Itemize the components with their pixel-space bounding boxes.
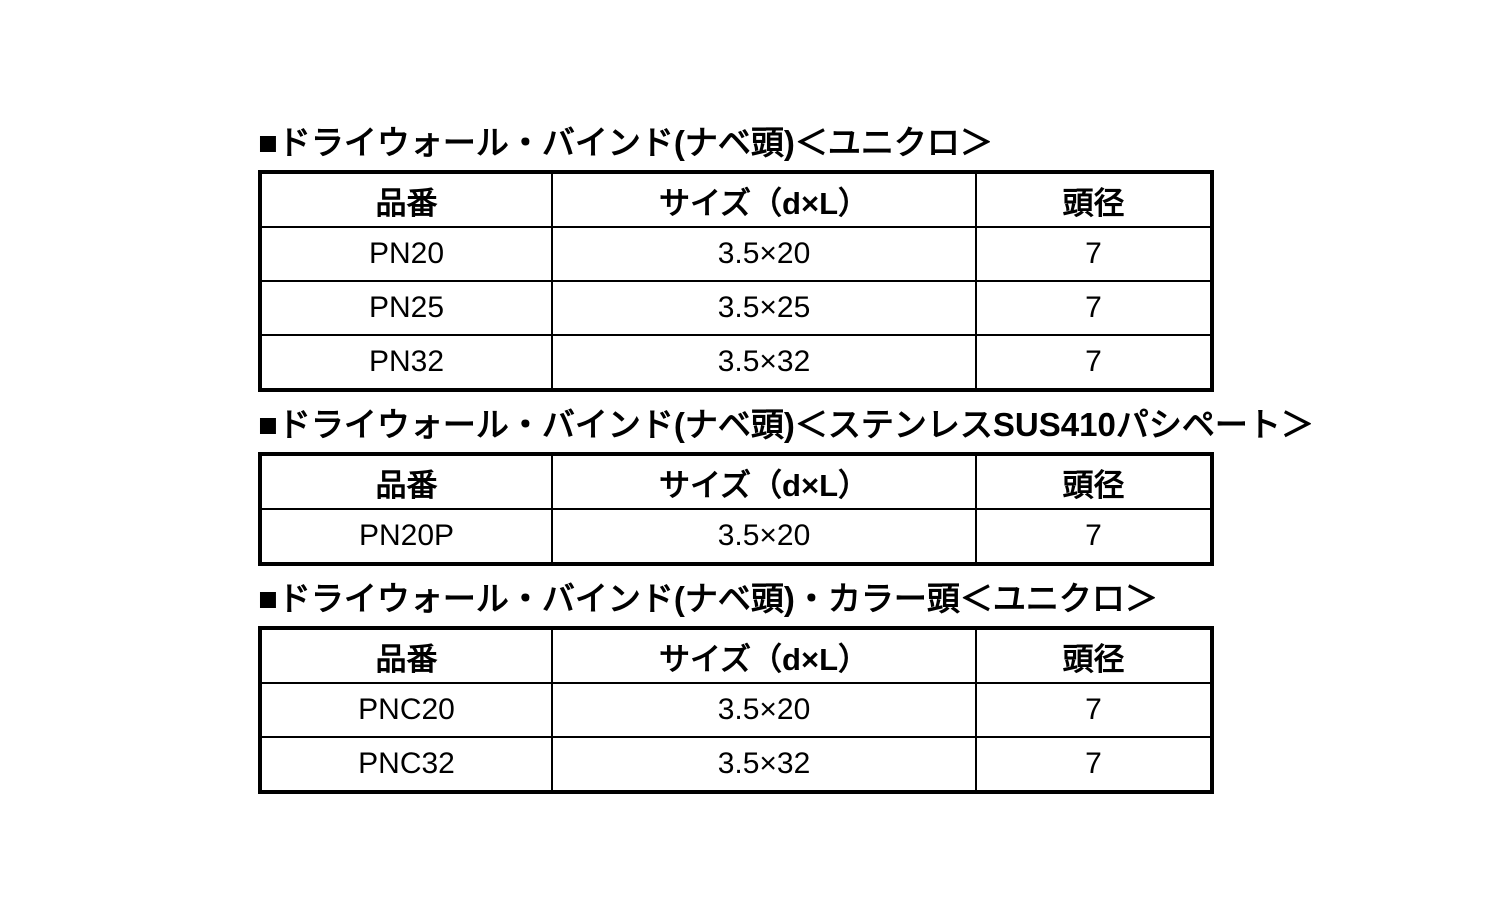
table-row: PNC20 3.5×20 7 — [259, 682, 1213, 738]
catalog-content: ■ドライウォール・バインド(ナベ頭)＜ユニクロ＞ 品番 サイズ（d×L） 頭径 … — [258, 116, 1314, 794]
cell-size: 3.5×25 — [551, 280, 977, 336]
section-title: ■ドライウォール・バインド(ナベ頭)・カラー頭＜ユニクロ＞ — [258, 580, 1158, 617]
header-part-number: 品番 — [259, 171, 553, 228]
section-title: ■ドライウォール・バインド(ナベ頭)＜ユニクロ＞ — [258, 124, 993, 161]
table-row: PNC32 3.5×32 7 — [259, 736, 1213, 793]
cell-head-diameter: 7 — [975, 280, 1213, 336]
table-row: PN20 3.5×20 7 — [259, 226, 1213, 282]
table-header-row: 品番 サイズ（d×L） 頭径 — [259, 171, 1213, 228]
cell-part-number: PN25 — [259, 280, 553, 336]
cell-size: 3.5×20 — [551, 682, 977, 738]
cell-head-diameter: 7 — [975, 508, 1213, 565]
cell-part-number: PNC20 — [259, 682, 553, 738]
table-header-row: 品番 サイズ（d×L） 頭径 — [259, 627, 1213, 684]
product-section-stainless: ■ドライウォール・バインド(ナベ頭)＜ステンレスSUS410パシペート＞ 品番 … — [258, 398, 1314, 566]
header-head-diameter: 頭径 — [975, 171, 1213, 228]
header-part-number: 品番 — [259, 453, 553, 510]
spec-table: 品番 サイズ（d×L） 頭径 PNC20 3.5×20 7 PNC32 3.5×… — [258, 626, 1214, 794]
section-title: ■ドライウォール・バインド(ナベ頭)＜ステンレスSUS410パシペート＞ — [258, 406, 1314, 443]
cell-size: 3.5×20 — [551, 508, 977, 565]
cell-size: 3.5×32 — [551, 736, 977, 793]
header-part-number: 品番 — [259, 627, 553, 684]
cell-head-diameter: 7 — [975, 226, 1213, 282]
header-size: サイズ（d×L） — [551, 453, 977, 510]
header-size: サイズ（d×L） — [551, 627, 977, 684]
table-row: PN20P 3.5×20 7 — [259, 508, 1213, 565]
product-section-color-head: ■ドライウォール・バインド(ナベ頭)・カラー頭＜ユニクロ＞ 品番 サイズ（d×L… — [258, 572, 1214, 794]
cell-head-diameter: 7 — [975, 736, 1213, 793]
table-header-row: 品番 サイズ（d×L） 頭径 — [259, 453, 1213, 510]
table-row: PN32 3.5×32 7 — [259, 334, 1213, 391]
header-size: サイズ（d×L） — [551, 171, 977, 228]
header-head-diameter: 頭径 — [975, 453, 1213, 510]
cell-part-number: PN32 — [259, 334, 553, 391]
cell-size: 3.5×32 — [551, 334, 977, 391]
table-row: PN25 3.5×25 7 — [259, 280, 1213, 336]
cell-size: 3.5×20 — [551, 226, 977, 282]
header-head-diameter: 頭径 — [975, 627, 1213, 684]
cell-head-diameter: 7 — [975, 682, 1213, 738]
cell-part-number: PNC32 — [259, 736, 553, 793]
spec-table: 品番 サイズ（d×L） 頭径 PN20P 3.5×20 7 — [258, 452, 1214, 566]
product-section-unichrome: ■ドライウォール・バインド(ナベ頭)＜ユニクロ＞ 品番 サイズ（d×L） 頭径 … — [258, 116, 1214, 392]
cell-part-number: PN20P — [259, 508, 553, 565]
cell-part-number: PN20 — [259, 226, 553, 282]
spec-table: 品番 サイズ（d×L） 頭径 PN20 3.5×20 7 PN25 3.5×25… — [258, 170, 1214, 392]
cell-head-diameter: 7 — [975, 334, 1213, 391]
